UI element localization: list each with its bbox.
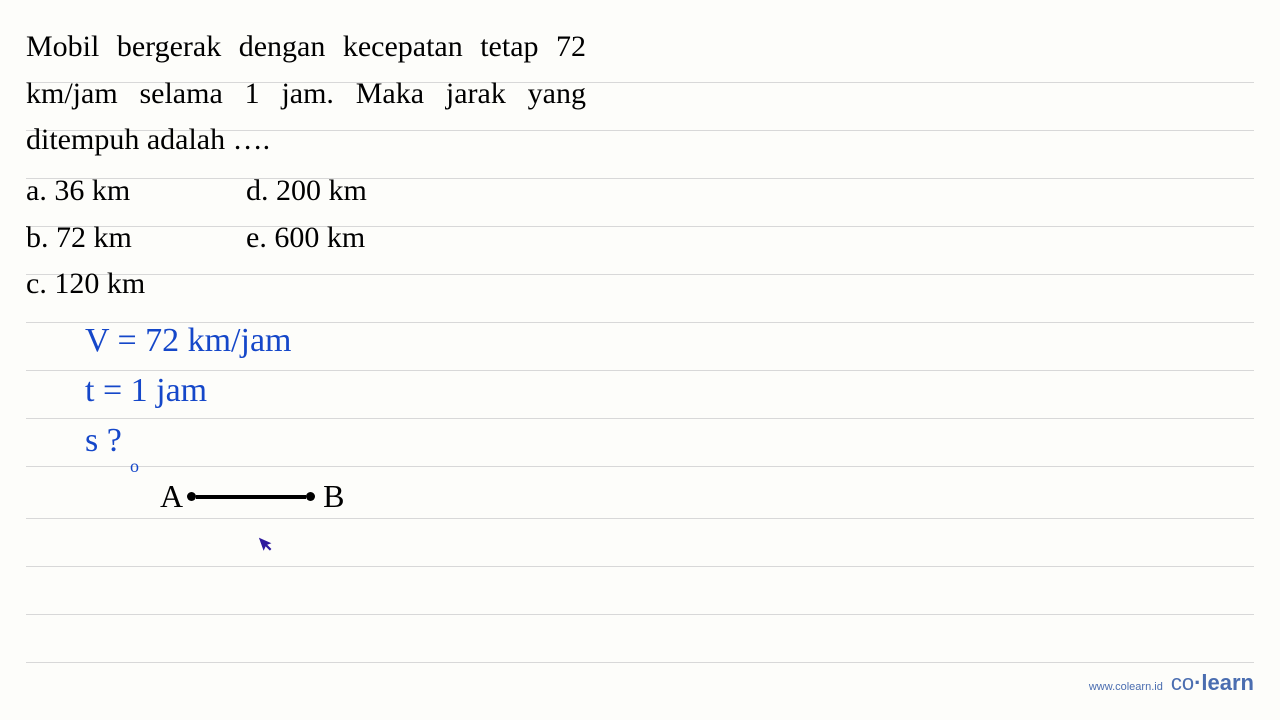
question-text: Mobil bergerak dengan kecepatan tetap 72… xyxy=(26,24,586,164)
option-c: c. 120 km xyxy=(26,261,246,308)
segment-line xyxy=(196,495,306,499)
point-b-dot xyxy=(306,492,315,501)
handwriting-sub: o xyxy=(130,456,139,477)
answer-options: a. 36 km d. 200 km b. 72 km e. 600 km c.… xyxy=(26,168,466,308)
ruled-line xyxy=(26,614,1254,615)
ruled-line xyxy=(26,370,1254,371)
footer-logo: co·learn xyxy=(1171,670,1254,696)
point-b-label: B xyxy=(323,478,344,514)
option-e: e. 600 km xyxy=(246,215,466,262)
point-a-label: A xyxy=(160,478,183,514)
logo-learn: learn xyxy=(1201,670,1254,695)
handwriting-distance-query: s ? xyxy=(85,422,122,460)
point-a-dot xyxy=(187,492,196,501)
ruled-line xyxy=(26,418,1254,419)
footer: www.colearn.id co·learn xyxy=(1089,670,1254,696)
option-a: a. 36 km xyxy=(26,168,246,215)
logo-co: co xyxy=(1171,670,1194,695)
option-b: b. 72 km xyxy=(26,215,246,262)
segment-diagram: A B xyxy=(160,478,344,515)
line-segment xyxy=(187,492,315,501)
footer-url: www.colearn.id xyxy=(1089,681,1163,693)
option-d: d. 200 km xyxy=(246,168,466,215)
handwriting-velocity: V = 72 km/jam xyxy=(85,322,292,360)
ruled-line xyxy=(26,466,1254,467)
ruled-line xyxy=(26,662,1254,663)
ruled-line xyxy=(26,566,1254,567)
handwriting-time: t = 1 jam xyxy=(85,372,207,410)
ruled-line xyxy=(26,518,1254,519)
